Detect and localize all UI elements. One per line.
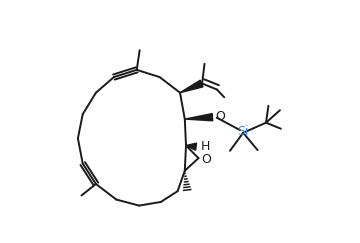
Text: O: O: [202, 153, 211, 166]
Text: H: H: [201, 140, 210, 153]
Text: Si: Si: [237, 125, 248, 138]
Text: O: O: [216, 110, 225, 123]
Polygon shape: [180, 80, 203, 93]
Polygon shape: [186, 143, 197, 150]
Polygon shape: [185, 113, 213, 121]
